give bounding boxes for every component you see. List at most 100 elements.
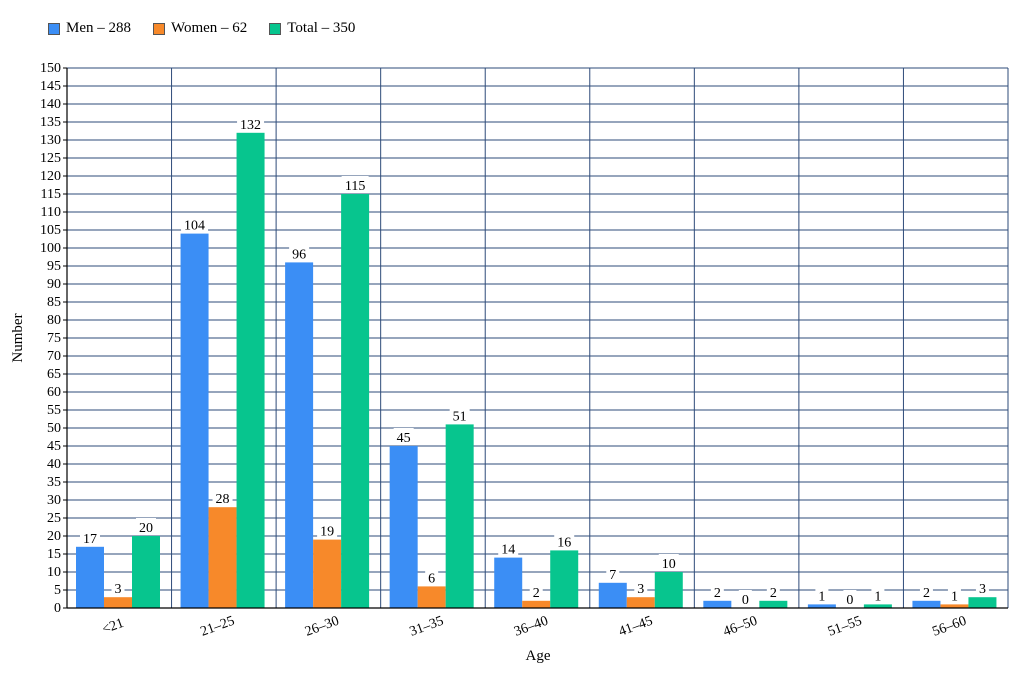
bar-value-label: 51 <box>453 409 467 424</box>
bars <box>76 132 997 609</box>
y-tick-label: 60 <box>47 385 61 400</box>
bar-value-label: 45 <box>397 431 411 446</box>
bar <box>940 604 969 608</box>
bar-label-bg <box>766 582 780 599</box>
y-tick-label: 70 <box>47 349 61 364</box>
y-tick-label: 20 <box>47 529 61 544</box>
bar <box>285 262 314 608</box>
legend-swatch-men <box>48 22 60 35</box>
bar-label-bg <box>80 528 100 545</box>
bar <box>76 546 104 608</box>
y-tick-label: 25 <box>47 511 61 526</box>
bar-value-label: 19 <box>320 525 334 540</box>
y-tick-label: 105 <box>40 223 61 238</box>
bar <box>180 233 209 608</box>
bar <box>341 194 370 608</box>
bar <box>598 582 627 608</box>
bar <box>626 597 655 608</box>
bar <box>313 539 342 608</box>
legend-label-men: Men – 288 <box>66 20 131 36</box>
bar-label-bg <box>136 518 156 534</box>
x-tick-label: 51–55 <box>826 614 864 640</box>
legend-swatch-women <box>153 22 165 35</box>
y-tick-label: 125 <box>40 151 61 166</box>
bar-label-bg <box>919 582 933 599</box>
bar-value-label: 2 <box>770 586 777 601</box>
y-tick-label: 100 <box>40 241 61 256</box>
y-tick-label: 40 <box>47 457 61 472</box>
bar <box>968 597 997 608</box>
bar <box>654 572 683 608</box>
labels: 0510152025303540455055606570758085909510… <box>40 61 989 640</box>
bar-label-bg <box>658 554 679 570</box>
y-tick-label: 15 <box>47 547 61 562</box>
bar-label-bg <box>111 579 125 596</box>
x-tick-label: 46–50 <box>721 614 759 640</box>
y-tick-label: 45 <box>47 439 61 454</box>
bar-label-bg <box>341 176 369 192</box>
bar-value-label: 96 <box>292 247 306 262</box>
y-tick-label: 80 <box>47 313 61 328</box>
bar <box>417 586 446 608</box>
y-tick-label: 55 <box>47 403 61 418</box>
y-tick-label: 115 <box>41 187 61 202</box>
bar-value-label: 132 <box>240 118 261 133</box>
bar-label-bg <box>237 114 265 131</box>
bar-label-bg <box>738 590 752 606</box>
bar-label-bg <box>425 568 439 585</box>
y-tick-label: 110 <box>41 205 61 220</box>
bar-label-bg <box>498 539 519 556</box>
bar <box>522 600 551 608</box>
bar <box>132 536 160 608</box>
bar-label-bg <box>975 579 989 596</box>
bar <box>863 604 892 608</box>
legend-item-total: Total – 350 <box>269 20 355 37</box>
x-axis-title: Age <box>526 648 551 664</box>
y-tick-label: 10 <box>47 565 61 580</box>
x-tick-label: 56–60 <box>931 614 969 640</box>
bar-label-bg <box>815 586 829 603</box>
bar-label-bg <box>317 521 338 538</box>
y-tick-label: 140 <box>40 97 61 112</box>
y-tick-label: 30 <box>47 493 61 508</box>
y-tick-label: 90 <box>47 277 61 292</box>
x-tick-label: 36–40 <box>512 614 550 640</box>
bar-label-bg <box>710 582 724 599</box>
bar-value-label: 0 <box>846 593 853 608</box>
grid-lines <box>66 67 1009 609</box>
bar-value-label: 10 <box>662 557 676 572</box>
bar-value-label: 1 <box>818 589 825 604</box>
bar-value-label: 2 <box>923 586 930 601</box>
x-tick-label: 41–45 <box>617 614 655 640</box>
bar <box>807 604 836 608</box>
bar-value-label: 104 <box>184 219 205 234</box>
bar-value-label: 7 <box>609 568 616 583</box>
bar-value-label: 115 <box>345 179 365 194</box>
y-tick-label: 35 <box>47 475 61 490</box>
bar-label-bg <box>843 590 857 606</box>
y-tick-label: 145 <box>40 79 61 94</box>
bar-value-label: 6 <box>428 571 435 586</box>
legend-item-men: Men – 288 <box>48 20 131 37</box>
bar <box>703 600 732 608</box>
legend-label-women: Women – 62 <box>171 20 248 36</box>
bar-label-bg <box>181 215 209 232</box>
bar-label-bg <box>871 586 885 603</box>
bar <box>389 446 418 608</box>
x-tick-label: 26–30 <box>303 614 341 640</box>
bar-label-bg <box>554 532 575 549</box>
bar-label-bg <box>393 428 414 444</box>
axes <box>63 67 1008 609</box>
bar <box>759 600 788 608</box>
bar-value-label: 1 <box>951 589 958 604</box>
bar-value-label: 16 <box>557 535 571 550</box>
bar-value-label: 3 <box>979 582 986 597</box>
bar <box>445 424 474 608</box>
bar-label-bg <box>947 586 961 603</box>
y-tick-label: 65 <box>47 367 61 382</box>
x-tick-label: 31–35 <box>408 614 446 640</box>
x-tick-label: 21–25 <box>199 614 237 640</box>
bar-label-bg <box>634 579 648 596</box>
bar <box>104 597 132 608</box>
